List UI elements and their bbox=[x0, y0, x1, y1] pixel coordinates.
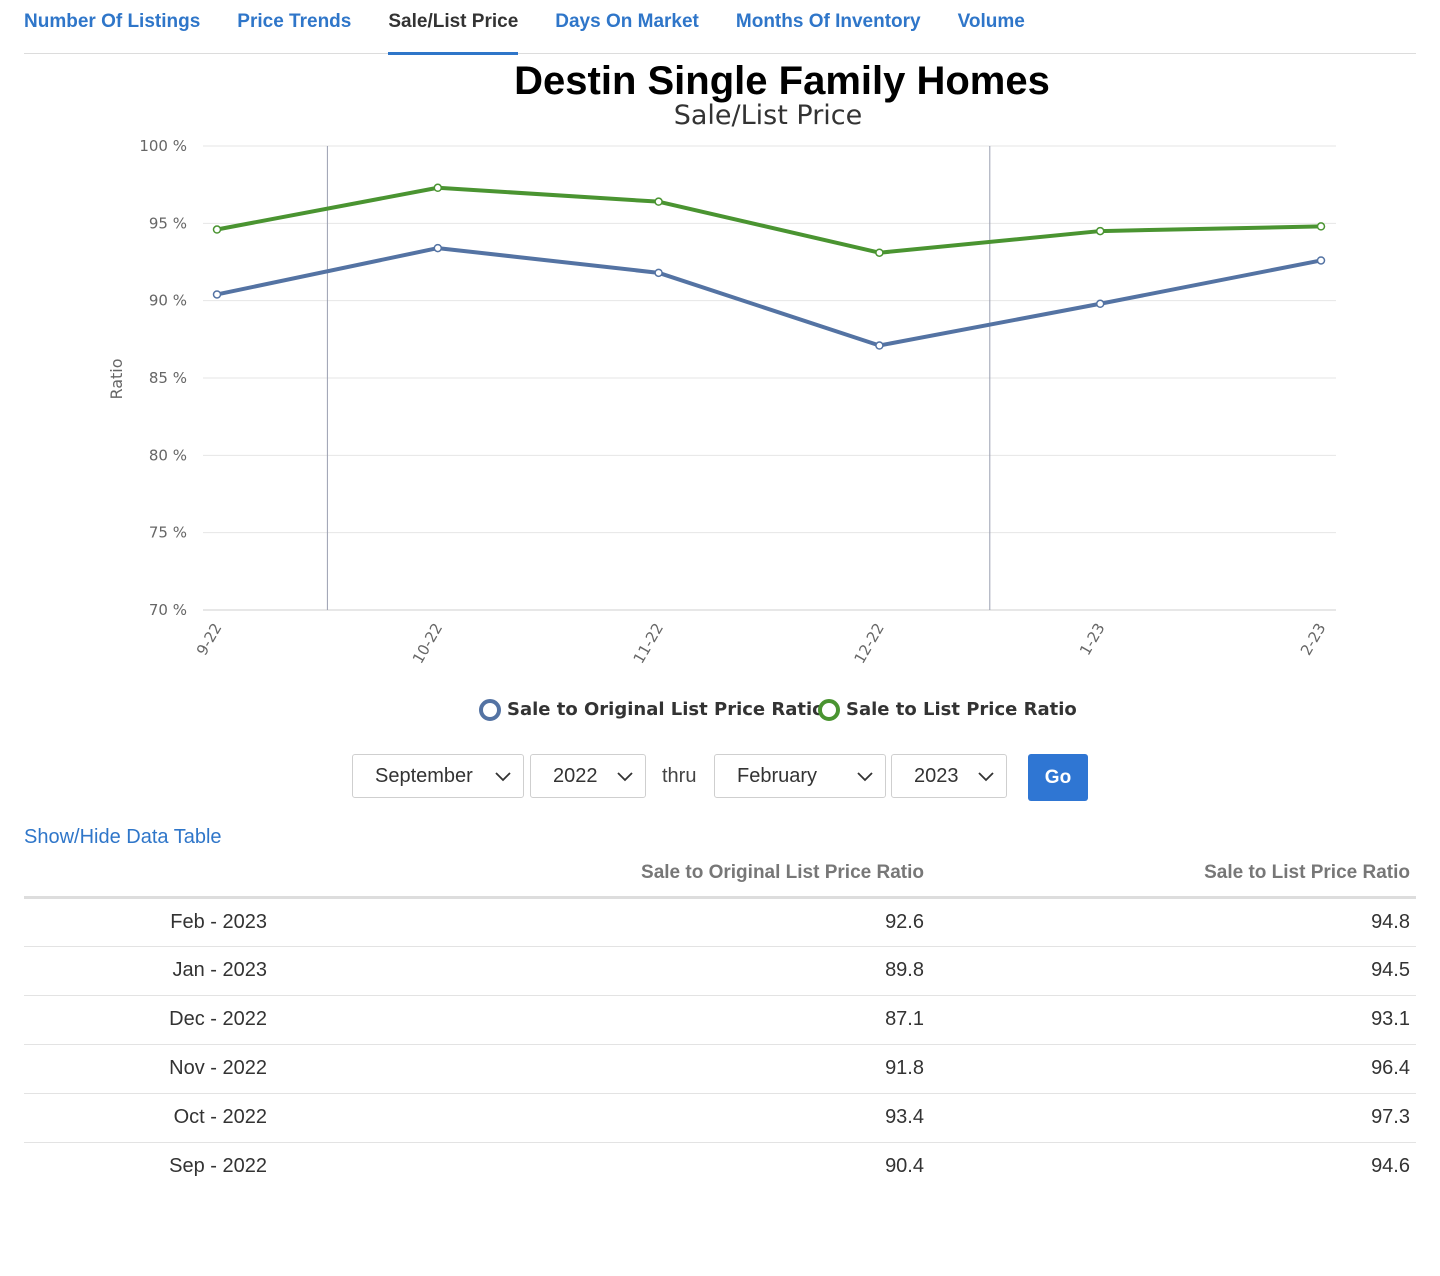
x-tick-label: 12-22 bbox=[850, 620, 887, 667]
row-original-ratio: 87.1 bbox=[273, 995, 930, 1045]
row-list-ratio: 94.6 bbox=[1371, 1155, 1410, 1178]
go-button[interactable]: Go bbox=[1028, 754, 1088, 801]
show-hide-data-table-link[interactable]: Show/Hide Data Table bbox=[24, 826, 222, 848]
data-point[interactable] bbox=[654, 268, 663, 278]
from-month-select[interactable]: September bbox=[352, 754, 524, 798]
tab-price-trends[interactable]: Price Trends bbox=[237, 11, 352, 32]
line-chart: Destin Single Family Homes Sale/List Pri… bbox=[107, 59, 1336, 721]
table-row: Jan - 2023 89.8 94.5 bbox=[24, 946, 1416, 996]
row-original-ratio: 89.8 bbox=[273, 946, 930, 996]
row-period: Feb - 2023 bbox=[24, 897, 273, 947]
y-tick-label: 95 % bbox=[149, 214, 187, 232]
table-row: Nov - 2022 91.8 96.4 bbox=[24, 1044, 1416, 1094]
y-tick-label: 70 % bbox=[149, 601, 187, 619]
thru-label: thru bbox=[662, 765, 697, 787]
y-tick-label: 85 % bbox=[149, 369, 187, 387]
data-point[interactable] bbox=[433, 243, 443, 253]
row-list-ratio: 94.5 bbox=[930, 946, 1416, 996]
gridlines bbox=[203, 145, 1336, 611]
series-line bbox=[216, 246, 1322, 348]
tab-months-of-inventory[interactable]: Months Of Inventory bbox=[735, 11, 921, 32]
row-period: Dec - 2022 bbox=[24, 995, 273, 1045]
chevron-down-icon bbox=[857, 772, 873, 782]
row-period: Jan - 2023 bbox=[24, 946, 273, 996]
row-period: Sep - 2022 bbox=[169, 1155, 267, 1178]
header-original-ratio: Sale to Original List Price Ratio bbox=[273, 850, 930, 899]
from-year-select[interactable]: 2022 bbox=[530, 754, 646, 798]
table-row: Feb - 2023 92.6 94.8 bbox=[24, 897, 1416, 947]
x-axis-ticks: 9-22 10-22 11-22 12-22 1-23 2-23 bbox=[193, 620, 1330, 667]
x-tick-label: 11-22 bbox=[630, 620, 667, 667]
tab-sale-list-price[interactable]: Sale/List Price bbox=[388, 0, 518, 55]
data-point[interactable] bbox=[212, 290, 222, 299]
chart-tabs: Number Of Listings Price Trends Sale/Lis… bbox=[24, 0, 1416, 55]
row-original-ratio: 90.4 bbox=[885, 1155, 924, 1178]
y-tick-label: 90 % bbox=[149, 292, 187, 310]
chevron-down-icon bbox=[978, 772, 994, 782]
y-axis-label: Ratio bbox=[107, 358, 126, 399]
data-point[interactable] bbox=[1095, 226, 1105, 236]
table-row: Sep - 2022 90.4 94.6 bbox=[24, 1142, 1416, 1191]
chart-subtitle: Sale/List Price bbox=[674, 100, 863, 131]
x-tick-label: 2-23 bbox=[1297, 620, 1330, 658]
from-year-value: 2022 bbox=[553, 765, 598, 787]
data-point[interactable] bbox=[433, 183, 443, 193]
chart-title: Destin Single Family Homes bbox=[514, 59, 1050, 103]
data-point[interactable] bbox=[875, 248, 884, 257]
x-tick-label: 1-23 bbox=[1076, 620, 1109, 658]
row-list-ratio: 94.8 bbox=[930, 897, 1416, 947]
row-period: Oct - 2022 bbox=[24, 1093, 273, 1143]
header-period bbox=[24, 850, 273, 899]
series-line bbox=[216, 185, 1322, 255]
legend-item-list[interactable]: Sale to List Price Ratio bbox=[818, 699, 1077, 721]
legend-marker-list bbox=[818, 699, 840, 721]
table-header-row: Sale to Original List Price Ratio Sale t… bbox=[24, 850, 1416, 899]
chevron-down-icon bbox=[495, 772, 511, 782]
tab-volume[interactable]: Volume bbox=[957, 11, 1025, 32]
tab-number-of-listings[interactable]: Number Of Listings bbox=[24, 11, 201, 32]
row-list-ratio: 97.3 bbox=[930, 1093, 1416, 1143]
y-tick-label: 100 % bbox=[139, 137, 187, 155]
from-month-value: September bbox=[375, 765, 473, 787]
data-point[interactable] bbox=[1095, 299, 1105, 309]
to-year-value: 2023 bbox=[914, 765, 959, 787]
chevron-down-icon bbox=[617, 772, 633, 782]
y-tick-label: 80 % bbox=[149, 446, 187, 464]
y-tick-label: 75 % bbox=[149, 524, 187, 542]
row-original-ratio: 91.8 bbox=[273, 1044, 930, 1094]
data-point[interactable] bbox=[1316, 222, 1326, 231]
y-axis-ticks: 70 % 75 % 80 % 85 % 90 % 95 % 100 % bbox=[139, 137, 187, 619]
row-original-ratio: 92.6 bbox=[273, 897, 930, 947]
legend-label-list: Sale to List Price Ratio bbox=[846, 699, 1077, 720]
x-tick-label: 9-22 bbox=[193, 620, 226, 658]
series-0 bbox=[212, 243, 1326, 350]
crosshairs bbox=[326, 146, 991, 610]
data-table: Sale to Original List Price Ratio Sale t… bbox=[24, 850, 1416, 1191]
header-list-ratio: Sale to List Price Ratio bbox=[930, 850, 1416, 899]
table-row: Dec - 2022 87.1 93.1 bbox=[24, 995, 1416, 1045]
row-list-ratio: 93.1 bbox=[930, 995, 1416, 1045]
data-point[interactable] bbox=[875, 341, 884, 350]
row-list-ratio: 96.4 bbox=[930, 1044, 1416, 1094]
x-tick-label: 10-22 bbox=[409, 620, 446, 667]
legend-marker-original bbox=[479, 699, 501, 721]
table-row: Oct - 2022 93.4 97.3 bbox=[24, 1093, 1416, 1143]
series-1 bbox=[212, 183, 1326, 257]
to-month-value: February bbox=[737, 765, 818, 787]
chart-series bbox=[212, 183, 1326, 350]
to-month-select[interactable]: February bbox=[714, 754, 886, 798]
tab-days-on-market[interactable]: Days On Market bbox=[555, 11, 699, 32]
to-year-select[interactable]: 2023 bbox=[891, 754, 1007, 798]
row-period: Nov - 2022 bbox=[24, 1044, 273, 1094]
data-point[interactable] bbox=[212, 225, 222, 234]
legend-item-original[interactable]: Sale to Original List Price Ratio bbox=[479, 699, 825, 721]
row-original-ratio: 93.4 bbox=[273, 1093, 930, 1143]
data-point[interactable] bbox=[654, 197, 663, 206]
chart-legend: Sale to Original List Price Ratio Sale t… bbox=[479, 699, 1077, 721]
legend-label-original: Sale to Original List Price Ratio bbox=[507, 699, 825, 720]
data-point[interactable] bbox=[1316, 256, 1326, 265]
